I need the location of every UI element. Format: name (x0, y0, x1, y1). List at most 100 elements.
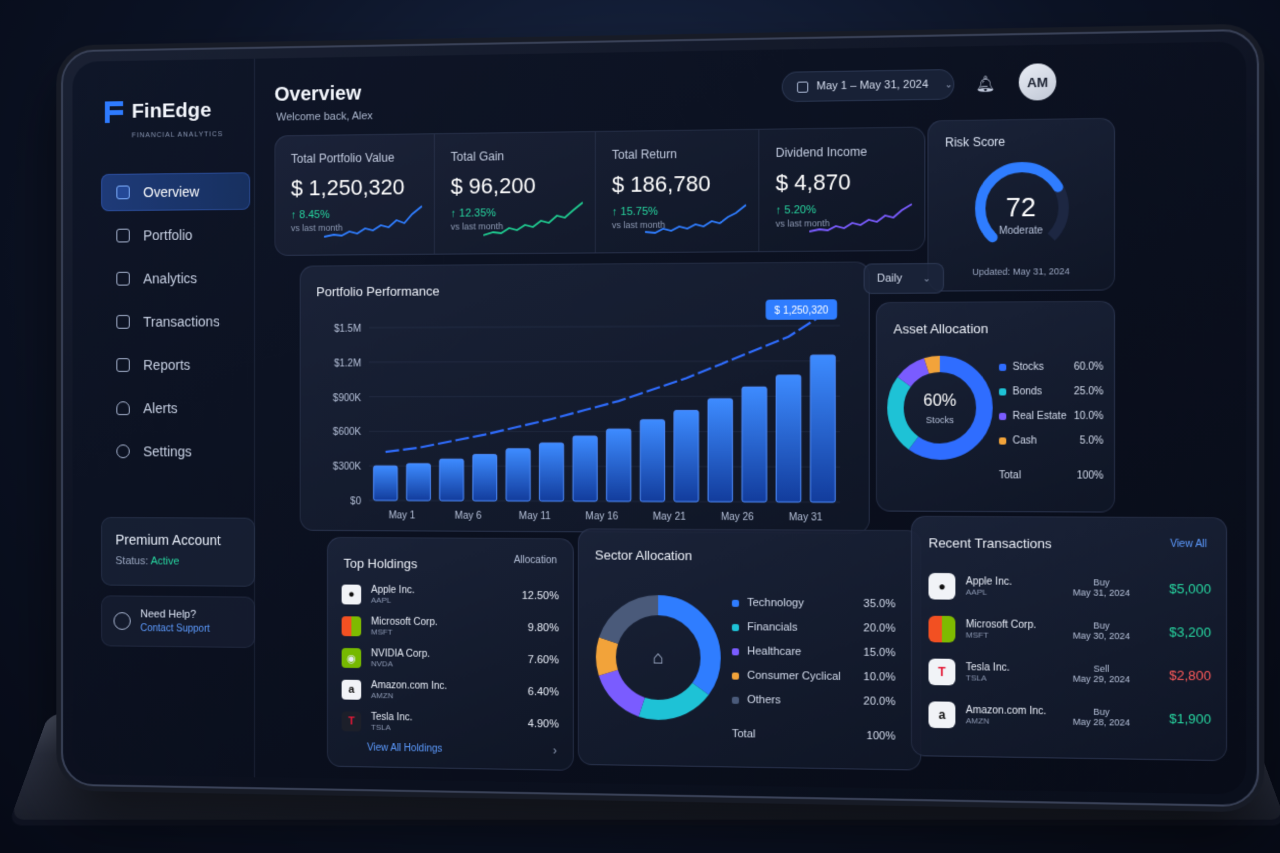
chevron-right-icon[interactable]: › (553, 743, 557, 757)
chevron-down-icon: ⌄ (945, 79, 953, 90)
microsoft-icon (928, 616, 955, 643)
performance-bar[interactable] (573, 436, 597, 501)
asset-legend-item: Cash 5.0% (999, 435, 1104, 446)
tablet-device: FinEdge FINANCIAL ANALYTICS Overview Por… (61, 29, 1259, 807)
help-card[interactable]: Need Help? Contact Support (101, 595, 255, 648)
date-range-value: May 1 – May 31, 2024 (816, 79, 928, 93)
performance-bar[interactable] (810, 355, 835, 502)
analytics-icon (116, 272, 129, 286)
portfolio-performance-card: Portfolio Performance $0 $300K $600K $900K $… (300, 261, 870, 533)
holding-row[interactable]: ◉ NVIDIA Corp. NVDA 7.60% (342, 643, 559, 675)
gear-icon (116, 444, 129, 458)
date-range-picker[interactable]: May 1 – May 31, 2024 ⌄ (782, 69, 955, 102)
sidebar: FinEdge FINANCIAL ANALYTICS Overview Por… (72, 59, 255, 778)
kpi-card[interactable]: Total Gain $ 96,200 ↑ 12.35% vs last mon… (434, 132, 593, 254)
risk-label: Moderate (928, 225, 1114, 238)
risk-title: Risk Score (945, 135, 1005, 150)
legend-swatch (732, 697, 739, 704)
performance-bar[interactable] (708, 399, 732, 502)
sidebar-item-label: Analytics (143, 270, 197, 286)
risk-score-card[interactable]: Risk Score 72 Moderate Updated: May 31, … (927, 118, 1115, 292)
x-tick-label: May 6 (455, 511, 482, 522)
dashboard-screen: FinEdge FINANCIAL ANALYTICS Overview Por… (72, 41, 1246, 794)
sidebar-item-portfolio[interactable]: Portfolio (101, 216, 250, 255)
transaction-row[interactable]: T Tesla Inc. TSLA Sell May 29, 2024 $2,800 (928, 653, 1211, 693)
performance-bar[interactable] (776, 375, 801, 502)
holding-row[interactable]: T Tesla Inc. TSLA 4.90% (342, 706, 559, 739)
apple-icon: ● (342, 585, 362, 605)
performance-bar[interactable] (674, 410, 698, 501)
sector-legend-item: Financials 20.0% (732, 621, 896, 635)
kpi-card[interactable]: Total Portfolio Value $ 1,250,320 ↑ 8.45… (275, 134, 432, 255)
premium-status: Status: Active (115, 555, 240, 568)
avatar[interactable]: AM (1019, 63, 1057, 100)
view-all-transactions-link[interactable]: View All (1170, 539, 1207, 551)
welcome-text: Welcome back, Alex (276, 110, 372, 123)
y-tick-label: $900K (333, 393, 362, 404)
performance-bar[interactable] (607, 429, 631, 501)
performance-bar[interactable] (473, 455, 497, 501)
performance-bar[interactable] (374, 466, 398, 501)
kpi-value: $ 186,780 (612, 170, 740, 198)
y-tick-label: $600K (333, 427, 362, 438)
transaction-row[interactable]: Microsoft Corp. MSFT Buy May 30, 2024 $3,2… (928, 611, 1211, 651)
bell-icon (116, 401, 129, 415)
kpi-label: Dividend Income (776, 144, 906, 160)
y-tick-label: $300K (333, 462, 362, 473)
kpi-card[interactable]: Dividend Income $ 4,870 ↑ 5.20% vs last … (758, 128, 922, 252)
legend-swatch (732, 648, 739, 655)
legend-swatch (999, 388, 1006, 395)
sidebar-item-reports[interactable]: Reports (101, 346, 250, 384)
risk-updated: Updated: May 31, 2024 (928, 266, 1114, 278)
holding-row[interactable]: ● Apple Inc. AAPL 12.50% (342, 580, 559, 612)
sector-legend-item: Others 20.0% (732, 694, 896, 708)
help-title: Need Help? (140, 608, 209, 620)
range-select[interactable]: Daily ⌄ (864, 263, 944, 294)
performance-bar[interactable] (742, 387, 767, 502)
performance-bar[interactable] (506, 449, 530, 501)
notification-bell-icon[interactable]: 🔔︎ (972, 70, 999, 97)
performance-chart[interactable]: $0 $300K $600K $900K $1.2M $1.5M May 1 May 6 May… (301, 262, 871, 534)
sidebar-item-label: Settings (143, 444, 192, 460)
amazon-icon: a (342, 680, 362, 700)
performance-bar[interactable] (640, 420, 664, 502)
kpi-card[interactable]: Total Return $ 186,780 ↑ 15.75% vs last … (595, 130, 756, 253)
performance-bar[interactable] (539, 443, 563, 501)
premium-status-value: Active (151, 556, 180, 568)
kpi-label: Total Return (612, 146, 740, 162)
headset-icon (114, 612, 131, 630)
transaction-row[interactable]: ● Apple Inc. AAPL Buy May 31, 2024 $5,000 (928, 568, 1211, 607)
holding-row[interactable]: Microsoft Corp. MSFT 9.80% (342, 611, 559, 643)
recent-transactions-card: Recent Transactions View All ● Apple Inc… (911, 516, 1227, 761)
transactions-title: Recent Transactions (928, 535, 1051, 551)
sidebar-item-settings[interactable]: Settings (101, 433, 250, 471)
sidebar-item-alerts[interactable]: Alerts (101, 389, 250, 427)
sector-legend-item: Healthcare 15.0% (732, 645, 896, 659)
bank-icon: ⌂ (642, 641, 674, 674)
page-title: Overview (274, 83, 361, 107)
view-all-holdings-link[interactable]: View All Holdings (367, 743, 442, 755)
x-tick-label: May 11 (519, 511, 551, 522)
kpi-value: $ 1,250,320 (291, 174, 416, 201)
top-holdings-card: Top Holdings Allocation ● Apple Inc. AAPL… (327, 537, 574, 771)
contact-support-link[interactable]: Contact Support (140, 623, 209, 635)
calendar-icon (797, 81, 808, 92)
legend-swatch (999, 364, 1006, 371)
kpi-sparkline (809, 195, 912, 237)
gridline (369, 361, 840, 362)
sidebar-item-analytics[interactable]: Analytics (101, 259, 250, 297)
legend-swatch (732, 624, 739, 631)
transaction-row[interactable]: a Amazon.com Inc. AMZN Buy May 28, 2024 $1… (928, 696, 1211, 737)
kpi-strip: Total Portfolio Value $ 1,250,320 ↑ 8.45… (274, 127, 925, 256)
performance-bar[interactable] (440, 459, 464, 501)
kpi-label: Total Portfolio Value (291, 150, 416, 165)
kpi-sparkline (645, 197, 746, 238)
sidebar-item-overview[interactable]: Overview (101, 172, 250, 211)
x-tick-label: May 1 (389, 510, 416, 521)
performance-bar[interactable] (407, 464, 431, 501)
premium-account-card[interactable]: Premium Account Status: Active (101, 517, 255, 587)
sidebar-item-transactions[interactable]: Transactions (101, 303, 250, 341)
brand-logo[interactable]: FinEdge (105, 99, 211, 124)
kpi-sparkline (324, 200, 422, 241)
holding-row[interactable]: a Amazon.com Inc. AMZN 6.40% (342, 675, 559, 708)
